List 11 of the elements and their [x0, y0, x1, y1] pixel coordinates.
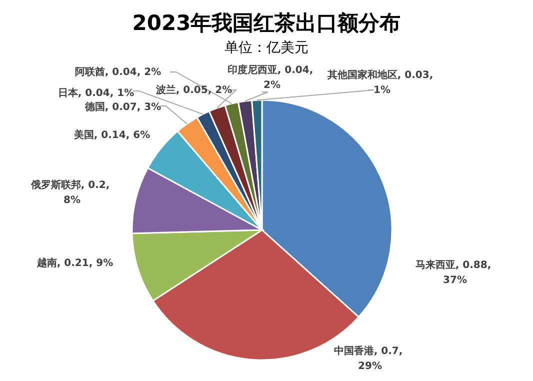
- slice-label: 越南, 0.21, 9%: [36, 257, 114, 269]
- slice-label: 中国香港, 0.7, 29%: [334, 345, 406, 372]
- chart-subtitle: 单位：亿美元: [224, 40, 308, 56]
- chart-title: 2023年我国红茶出口额分布: [132, 11, 401, 35]
- slice-label: 阿联酋, 0.04, 2%: [74, 66, 162, 78]
- slice-label: 德国, 0.07, 3%: [84, 101, 162, 113]
- slice-label: 美国, 0.14, 6%: [72, 129, 150, 141]
- slice-label: 其他国家和地区, 0.03, 1%: [326, 69, 437, 96]
- slice-label: 马来西亚, 0.88, 37%: [415, 259, 495, 286]
- slice-label: 日本, 0.04, 1%: [58, 87, 134, 99]
- slice-label: 俄罗斯联邦, 0.2, 8%: [30, 179, 114, 206]
